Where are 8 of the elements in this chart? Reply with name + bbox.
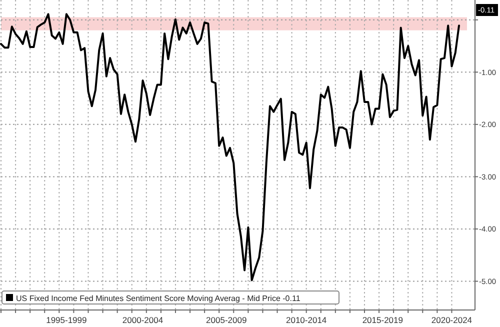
x-tick-label: 2010-2014	[286, 315, 327, 325]
legend-label: US Fixed Income Fed Minutes Sentiment Score Moving Averag - Mid Price -0.11	[16, 294, 301, 303]
x-tick-label: 2005-2009	[206, 315, 247, 325]
x-tick-label: 2015-2019	[362, 315, 404, 325]
line-series	[0, 13, 460, 282]
x-tick-label: 1995-1999	[46, 315, 88, 325]
x-tick-label: 2020-2024	[431, 315, 472, 325]
x-tick-label: 2000-2004	[122, 315, 164, 325]
